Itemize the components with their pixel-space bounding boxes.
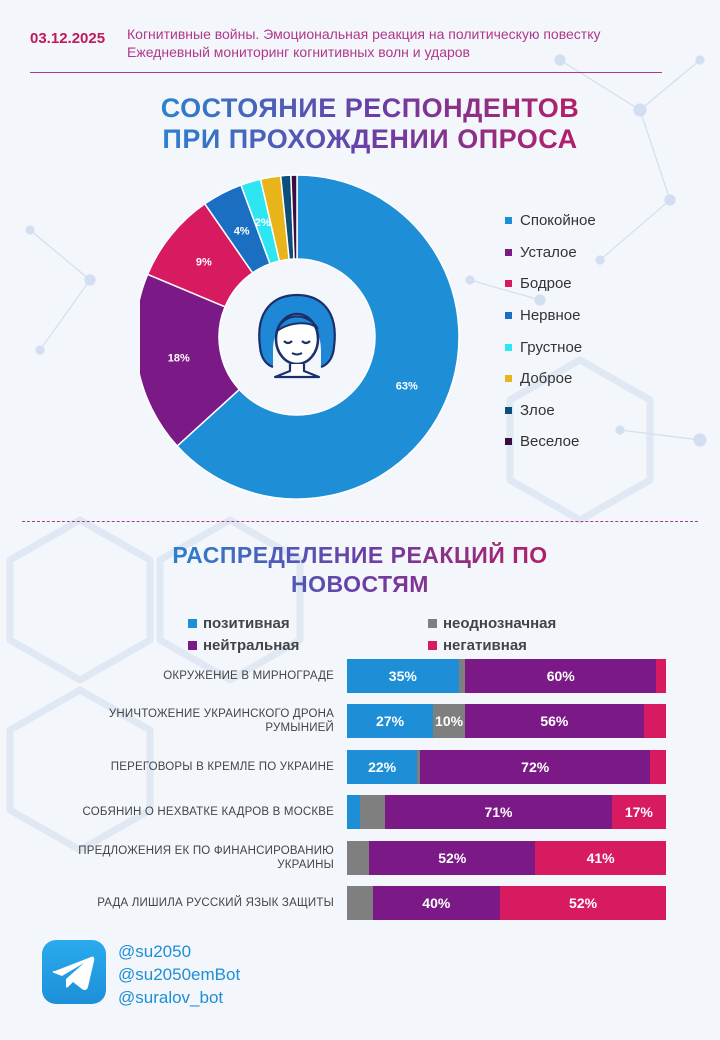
legend-swatch [505,248,512,256]
legend-swatch [505,312,512,320]
bar-legend-item: неоднозначная [428,615,556,632]
legend-label: Нервное [520,307,581,325]
bar-segment: 27% [347,704,434,739]
legend-item: Веселое [505,426,596,458]
legend-item: Грустное [505,331,596,363]
legend-item: Злое [505,395,596,427]
legend-label: Бодрое [520,275,572,293]
donut-slice-2 [140,273,241,448]
legend-swatch [505,280,512,288]
bar-segment: 41% [535,840,666,875]
bar-title-line-1: РАСПРЕДЕЛЕНИЕ РЕАКЦИЙ ПО [172,542,548,568]
donut-slice-8 [290,174,298,260]
bar-segment [359,795,386,830]
legend-item: Бодрое [505,268,596,300]
donut-data-label: 2% [255,217,271,229]
legend-item: Нервное [505,300,596,332]
donut-title-line-2: ПРИ ПРОХОЖДЕНИИ ОПРОСА [162,124,578,154]
section-divider [22,521,698,522]
bar-segment: 56% [465,704,644,739]
bar-segment [643,704,666,739]
header-line-1: Когнитивные войны. Эмоциональная реакция… [127,26,601,42]
donut-data-label: 4% [234,226,250,238]
bar-segment: 60% [465,659,657,693]
bar-segment [656,659,666,693]
bar-segment: 22% [347,749,418,784]
bar-category-label: Собянин о нехватке кадров в Москве [82,806,334,819]
bar-segment [458,659,466,693]
handle-1[interactable]: @su2050 [118,942,192,961]
bar-legend-swatch [188,619,197,628]
handle-2[interactable]: @su2050emBot [118,965,241,984]
bar-segment: 52% [500,886,666,920]
bar-legend-label: неоднозначная [443,615,557,632]
bar-category-label: Рада лишила русский язык защиты [97,897,334,909]
stacked-bar: 27% 10% 56% [347,704,666,739]
legend-label: Грустное [520,338,583,356]
legend-label: Усталое [520,243,577,261]
donut-title-line-1: СОСТОЯНИЕ РЕСПОНДЕНТОВ [160,93,580,123]
legend-swatch [505,217,512,225]
legend-label: Доброе [520,370,573,388]
legend-label: Веселое [520,433,580,451]
bar-segment: 40% [372,886,501,920]
respondent-state-donut-chart: 63% 18% 9% 4% 2% [140,174,460,500]
woman-calm-face-icon [258,293,336,379]
bar-legend-label: негативная [443,637,527,654]
legend-swatch [505,438,512,446]
bar-segment: 71% [385,795,612,830]
bar-category-label: Уничтожение украинского дрона Румынией [108,708,334,735]
legend-item: Усталое [505,237,596,269]
bar-legend-swatch [428,619,437,628]
donut-chart-title: СОСТОЯНИЕ РЕСПОНДЕНТОВ ПРИ ПРОХОЖДЕНИИ О… [120,93,620,155]
bar-legend-item: позитивная [188,615,290,632]
legend-label: Злое [520,401,555,419]
legend-swatch [505,406,512,414]
bar-segment: 72% [420,749,651,784]
report-date: 03.12.2025 [30,30,106,47]
bar-legend-label: нейтральная [203,637,300,654]
bar-segment: 17% [611,795,666,830]
stacked-bar: 22% 72% [347,749,666,784]
donut-data-label: 18% [168,352,190,364]
bar-legend-item: нейтральная [188,637,299,654]
bar-segment [347,840,370,875]
donut-slice-1 [176,174,460,500]
header-divider [30,72,662,73]
donut-data-label: 9% [196,256,212,268]
bar-legend-swatch [428,641,437,650]
bar-category-label: Переговоры в Кремле по Украине [110,760,334,773]
bar-chart-title: РАСПРЕДЕЛЕНИЕ РЕАКЦИЙ ПО НОВОСТЯМ [130,541,590,599]
stacked-bar: 40% 52% [347,886,666,920]
social-handles: @su2050 @su2050emBot @suralov_bot [118,940,240,1009]
stacked-bar: 52% 41% [347,840,666,875]
bar-legend-swatch [188,641,197,650]
bar-legend-item: негативная [428,637,527,654]
bar-segment: 35% [347,659,459,693]
bar-category-label: Окружение в Мирнограде [163,670,334,682]
handle-3[interactable]: @suralov_bot [118,988,224,1007]
stacked-bar: 35% 60% [347,659,666,693]
bar-legend-label: позитивная [203,615,290,632]
donut-data-label: 63% [396,381,418,393]
bar-category-label: Предложения ЕК по финансированию Украины [78,844,334,871]
telegram-icon [42,940,106,1004]
bar-segment [417,749,421,784]
header-line-2: Ежедневный мониторинг когнитивных волн и… [127,44,470,60]
bar-segment [347,886,373,920]
bar-segment [650,749,666,784]
legend-label: Спокойное [520,212,596,230]
donut-legend: Спокойное Усталое Бодрое Нервное Грустное Доб… [505,205,596,458]
legend-item: Доброе [505,363,596,395]
legend-item: Спокойное [505,205,596,237]
bar-segment [347,795,360,830]
bar-segment: 52% [369,840,536,875]
legend-swatch [505,343,512,351]
stacked-bar: 71% 17% [347,795,666,830]
report-header-text: Когнитивные войны. Эмоциональная реакция… [127,25,600,61]
legend-swatch [505,375,512,383]
bar-title-line-2: НОВОСТЯМ [291,571,429,597]
bar-segment: 10% [433,704,466,739]
